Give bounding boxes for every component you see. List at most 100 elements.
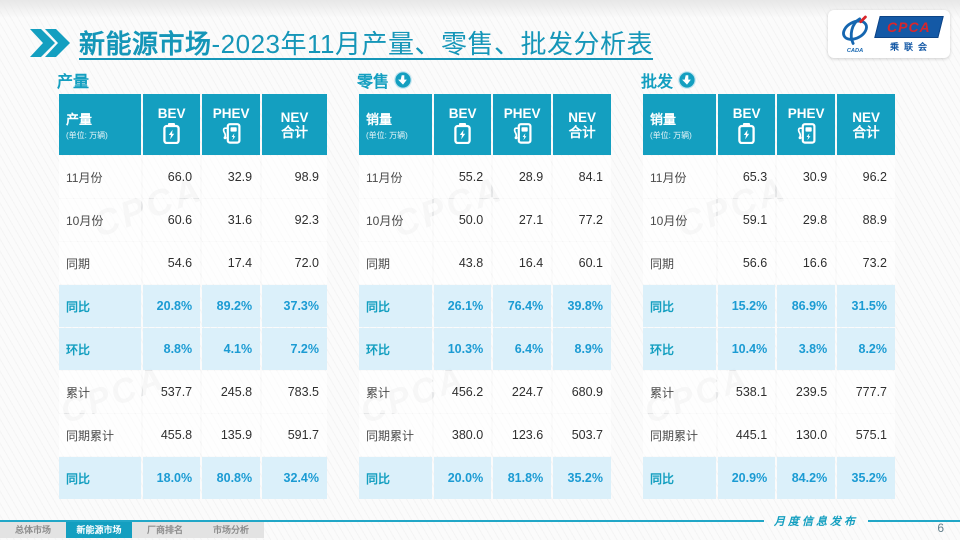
row-label: 同期 (359, 242, 433, 284)
phev-column-header: PHEV (202, 94, 261, 155)
table-row: 同比 20.0% 81.8% 35.2% (359, 457, 611, 499)
row-label: 累计 (359, 371, 433, 413)
row-label: 同期累计 (643, 414, 717, 456)
production-section-label: 产量 (57, 73, 90, 91)
production-section-header: 产量 (57, 66, 329, 93)
row-value: 80.8% (202, 457, 261, 499)
row-value: 37.3% (262, 285, 327, 327)
table-row: 同比 26.1% 76.4% 39.8% (359, 285, 611, 327)
table-row: 同期累计 455.8 135.9 591.7 (59, 414, 327, 456)
table-row: 同期累计 445.1 130.0 575.1 (643, 414, 895, 456)
nev-column-header: NEV 合计 (262, 94, 327, 155)
row-label: 同比 (59, 457, 142, 499)
bev-label: BEV (157, 105, 186, 121)
row-value: 445.1 (718, 414, 776, 456)
nev-label-line1: NEV (852, 109, 880, 125)
charger-icon (222, 122, 241, 144)
row-value: 123.6 (493, 414, 552, 456)
corner-title: 销量 (366, 111, 393, 127)
wholesale-section-label: 批发 (641, 73, 674, 91)
row-value: 239.5 (777, 371, 836, 413)
bev-column-header: BEV (434, 94, 492, 155)
row-value: 32.9 (202, 156, 261, 198)
row-value: 15.2% (718, 285, 776, 327)
cpca-subtitle: 乘联会 (889, 41, 932, 52)
row-value: 27.1 (493, 199, 552, 241)
row-value: 783.5 (262, 371, 327, 413)
row-value: 26.1% (434, 285, 492, 327)
table-row: 累计 537.7 245.8 783.5 (59, 371, 327, 413)
row-value: 77.2 (553, 199, 611, 241)
table-row: 10月份 50.0 27.1 77.2 (359, 199, 611, 241)
tab-market-analysis[interactable]: 市场分析 (198, 522, 264, 538)
row-label: 环比 (359, 328, 433, 370)
table-row: 同期 56.6 16.6 73.2 (643, 242, 895, 284)
table-row: 11月份 65.3 30.9 96.2 (643, 156, 895, 198)
table-row: 同比 15.2% 86.9% 31.5% (643, 285, 895, 327)
tab-overall-market[interactable]: 总体市场 (0, 522, 66, 538)
table-row: 环比 10.3% 6.4% 8.9% (359, 328, 611, 370)
row-value: 86.9% (777, 285, 836, 327)
nev-column-header: NEV 合计 (837, 94, 895, 155)
tab-manufacturer-ranking[interactable]: 厂商排名 (132, 522, 198, 538)
row-value: 777.7 (837, 371, 895, 413)
table-row: 11月份 66.0 32.9 98.9 (59, 156, 327, 198)
row-label: 同期 (643, 242, 717, 284)
row-label: 环比 (59, 328, 142, 370)
phev-label: PHEV (787, 105, 825, 121)
production-table-block: 产量 CPCA CPCA 产量 (单位: 万辆) BEV (56, 66, 329, 500)
row-value: 60.1 (553, 242, 611, 284)
row-value: 245.8 (202, 371, 261, 413)
row-value: 59.1 (718, 199, 776, 241)
row-value: 503.7 (553, 414, 611, 456)
bev-column-header: BEV (143, 94, 201, 155)
row-value: 81.8% (493, 457, 552, 499)
table-row: 同期 54.6 17.4 72.0 (59, 242, 327, 284)
row-value: 455.8 (143, 414, 201, 456)
row-value: 32.4% (262, 457, 327, 499)
cpca-wordmark: CPCA (873, 15, 944, 38)
row-value: 18.0% (143, 457, 201, 499)
corner-cell: 销量 (单位: 万辆) (359, 94, 433, 155)
row-value: 8.2% (837, 328, 895, 370)
row-value: 135.9 (202, 414, 261, 456)
table-row: 同期 43.8 16.4 60.1 (359, 242, 611, 284)
row-value: 96.2 (837, 156, 895, 198)
row-value: 538.1 (718, 371, 776, 413)
corner-unit: (单位: 万辆) (650, 130, 692, 140)
row-label: 同期 (59, 242, 142, 284)
row-value: 73.2 (837, 242, 895, 284)
row-label: 同比 (59, 285, 142, 327)
production-table-header-row: 产量 (单位: 万辆) BEV PHEV (59, 94, 327, 155)
footer-rule-right (868, 520, 960, 522)
tab-nev-market[interactable]: 新能源市场 (66, 522, 132, 538)
row-value: 30.9 (777, 156, 836, 198)
row-value: 31.5% (837, 285, 895, 327)
wholesale-table: 销量 (单位: 万辆) BEV PHEV (641, 93, 897, 500)
row-label: 环比 (643, 328, 717, 370)
row-value: 43.8 (434, 242, 492, 284)
row-value: 10.3% (434, 328, 492, 370)
row-value: 84.2% (777, 457, 836, 499)
cpca-logo-text: CPCA 乘联会 (873, 15, 944, 53)
row-label: 累计 (59, 371, 142, 413)
page-title-bold: 新能源市场 (79, 29, 212, 59)
nev-label-line2: 合计 (852, 124, 880, 140)
row-value: 89.2% (202, 285, 261, 327)
row-value: 20.0% (434, 457, 492, 499)
phev-column-header: PHEV (493, 94, 552, 155)
table-row: 10月份 60.6 31.6 92.3 (59, 199, 327, 241)
row-value: 39.8% (553, 285, 611, 327)
row-value: 7.2% (262, 328, 327, 370)
table-row: 同比 20.8% 89.2% 37.3% (59, 285, 327, 327)
row-label: 11月份 (643, 156, 717, 198)
page-title: 新能源市场-2023年11月产量、零售、批发分析表 (79, 24, 653, 61)
wholesale-table-header-row: 销量 (单位: 万辆) BEV PHEV (643, 94, 895, 155)
table-row: 同比 18.0% 80.8% 32.4% (59, 457, 327, 499)
row-value: 8.9% (553, 328, 611, 370)
row-value: 3.8% (777, 328, 836, 370)
row-value: 380.0 (434, 414, 492, 456)
cpca-wordmark-text: CPCA (886, 18, 931, 35)
row-value: 575.1 (837, 414, 895, 456)
row-value: 54.6 (143, 242, 201, 284)
